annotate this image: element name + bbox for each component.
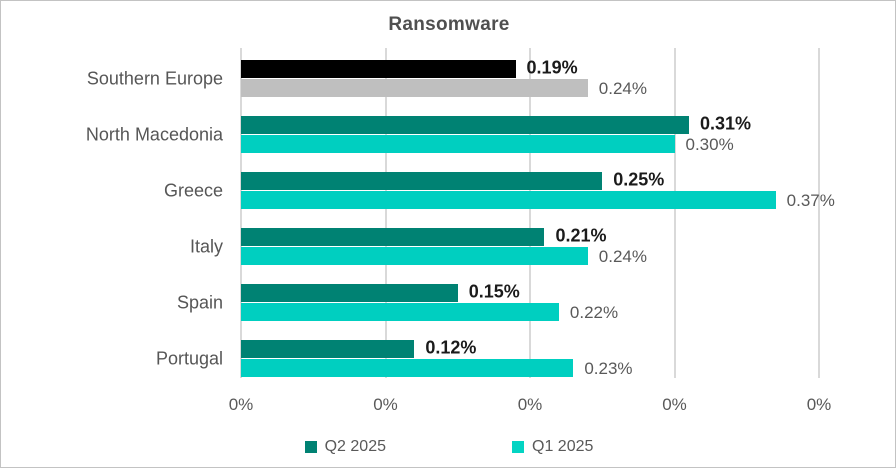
value-label: 0.19% <box>526 57 578 78</box>
category-label: Southern Europe <box>86 68 223 88</box>
value-label: 0.23% <box>584 359 633 378</box>
value-label: 0.37% <box>786 191 835 210</box>
value-label: 0.30% <box>685 135 734 154</box>
q1-2025-swatch-icon <box>512 441 524 453</box>
x-tick-label: 0% <box>228 395 254 414</box>
legend-label: Q2 2025 <box>324 438 386 455</box>
bar-segment <box>241 135 675 153</box>
value-label: 0.21% <box>555 225 607 246</box>
category-label: North Macedonia <box>85 124 223 144</box>
value-label: 0.22% <box>569 303 619 322</box>
bar-segment <box>241 228 545 246</box>
legend: Q2 2025 Q1 2025 <box>1 438 895 456</box>
bar-segment <box>241 191 776 209</box>
category-label: Portugal <box>155 348 223 368</box>
gridline <box>529 48 531 378</box>
gridline <box>673 48 676 378</box>
legend-item-q2-2025: Q2 2025 <box>304 438 386 456</box>
category-label: Greece <box>163 180 223 200</box>
legend-label: Q1 2025 <box>532 438 594 455</box>
gridline <box>240 48 242 378</box>
x-tick-label: 0% <box>662 395 687 414</box>
category-label: Spain <box>176 292 223 312</box>
value-label: 0.24% <box>598 79 647 98</box>
bar-segment <box>241 359 574 377</box>
gridline <box>818 48 820 378</box>
value-label: 0.31% <box>699 113 751 134</box>
value-label: 0.25% <box>613 169 665 190</box>
x-tick-label: 0% <box>373 395 398 414</box>
bar-segment <box>241 172 603 190</box>
chart-title: Ransomware <box>388 14 510 35</box>
bar-segment <box>241 284 458 302</box>
x-tick-label: 0% <box>517 395 543 414</box>
x-tick-label: 0% <box>806 395 832 414</box>
bar-segment <box>241 303 559 321</box>
bar-segment <box>241 340 415 358</box>
value-label: 0.24% <box>598 247 647 266</box>
bar-segment <box>241 60 516 78</box>
bar-segment <box>241 79 588 97</box>
q2-2025-swatch-icon <box>304 441 317 453</box>
gridline <box>384 48 387 378</box>
category-label: Italy <box>189 236 223 256</box>
legend-item-q1-2025: Q1 2025 <box>512 438 593 456</box>
bar-segment <box>241 247 588 265</box>
value-label: 0.12% <box>425 337 477 358</box>
bar-segment <box>241 116 689 134</box>
value-label: 0.15% <box>468 281 520 302</box>
